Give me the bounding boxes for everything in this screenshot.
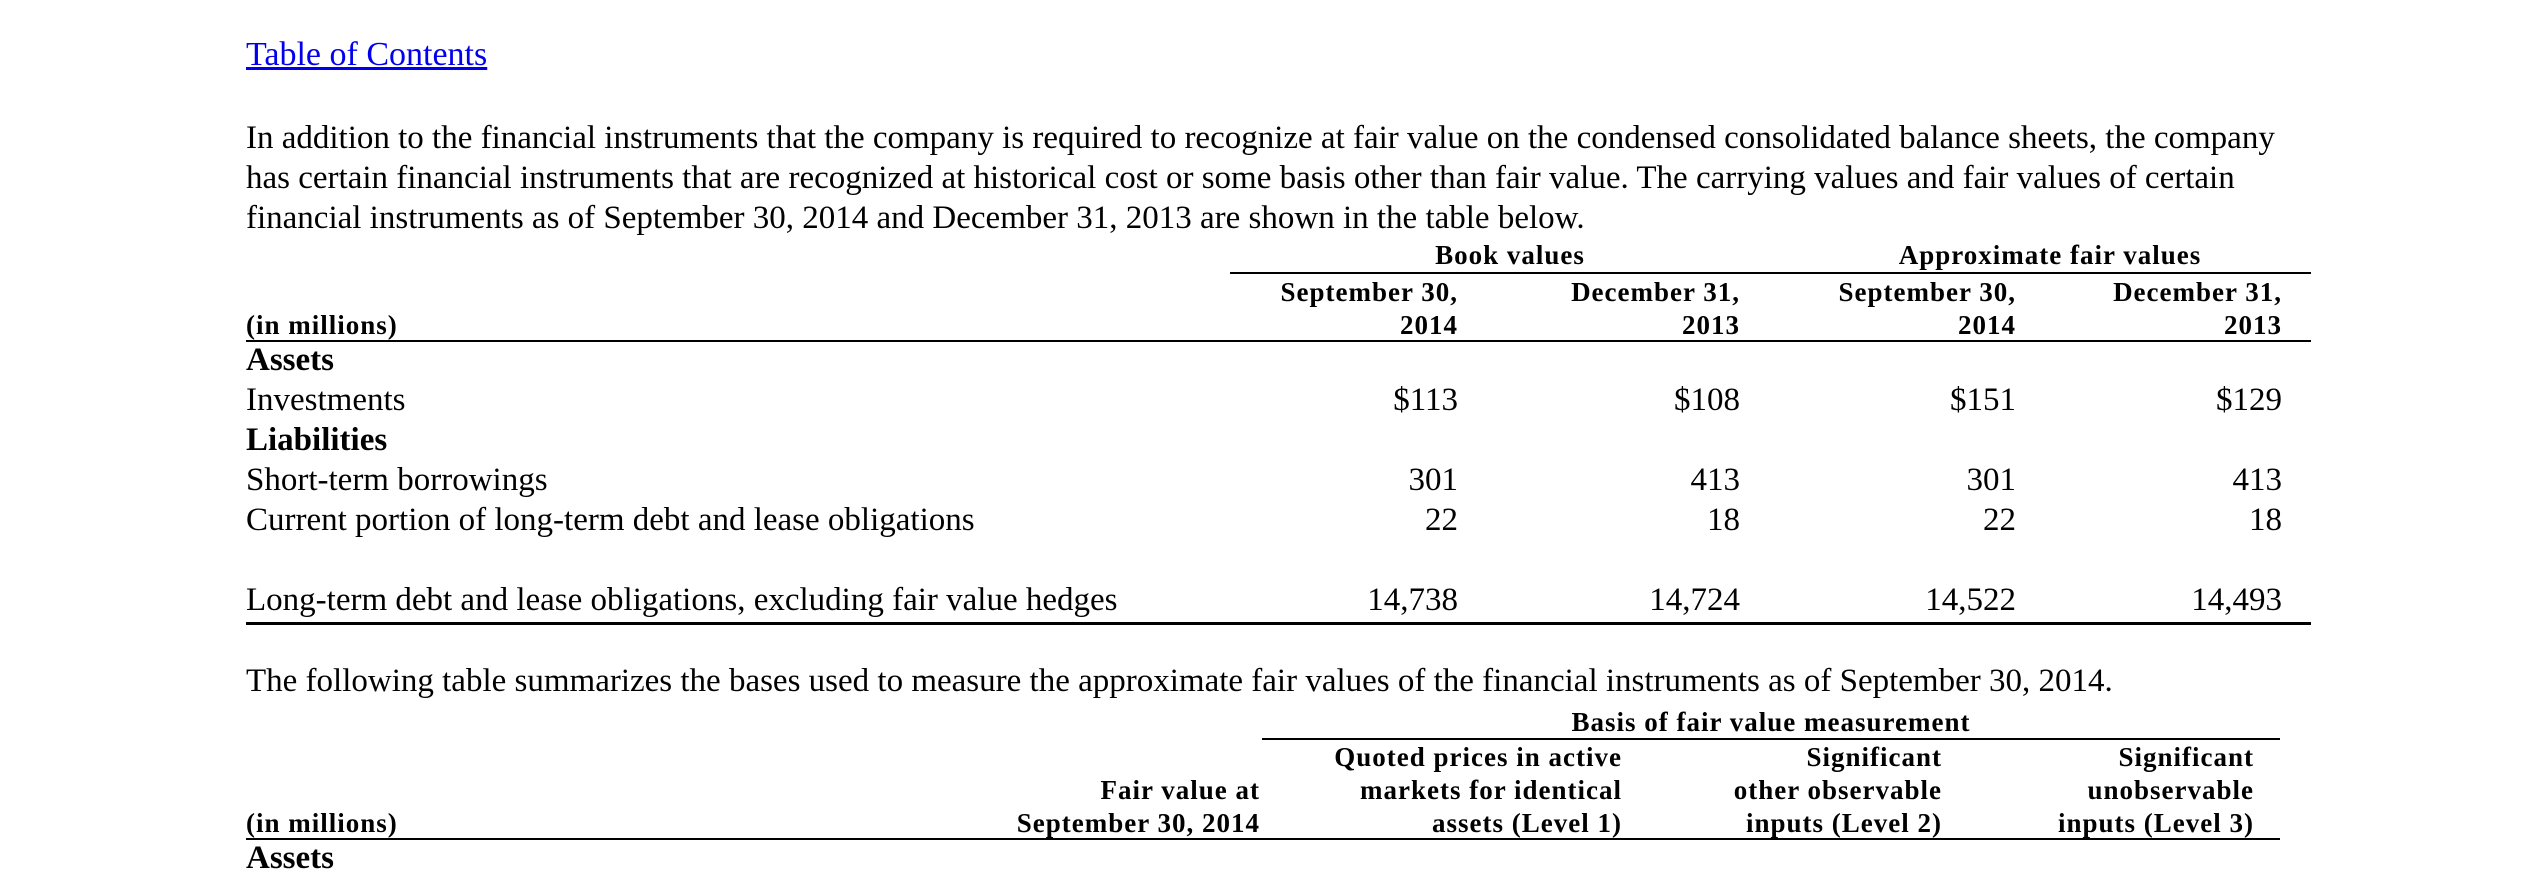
col-header-level-1: Quoted prices in active markets for ident… xyxy=(1334,742,1622,838)
cell-value: 301 xyxy=(1966,462,2017,498)
row-label: Current portion of long-term debt and le… xyxy=(246,502,975,538)
cell-value: 22 xyxy=(1425,502,1458,538)
cell-value: $108 xyxy=(1674,382,1740,418)
cell-value: $129 xyxy=(2216,382,2282,418)
section-label-assets: Assets xyxy=(246,342,334,378)
col-header-fair-value: Fair value at September 30, 2014 xyxy=(1016,775,1260,838)
group-header-fair-values: Approximate fair values xyxy=(1898,240,2202,270)
table-of-contents-link[interactable]: Table of Contents xyxy=(246,36,488,73)
row-label: Long-term debt and lease obligations, ex… xyxy=(246,582,1118,618)
table-bottom-rule xyxy=(246,622,2311,625)
section-label-assets: Assets xyxy=(246,840,334,876)
intro-paragraph: In addition to the financial instruments… xyxy=(246,118,2336,238)
col-header-book-dec-2013: December 31, 2013 xyxy=(1571,277,1740,340)
cell-value: 14,724 xyxy=(1649,582,1740,618)
cell-value: 18 xyxy=(2249,502,2282,538)
cell-value: $113 xyxy=(1393,382,1458,418)
second-paragraph: The following table summarizes the bases… xyxy=(246,663,2113,699)
header-bottom-rule xyxy=(246,838,2280,840)
col-header-fair-sep-2014: September 30, 2014 xyxy=(1838,277,2016,340)
col-header-level-2: Significant other observable inputs (Level… xyxy=(1733,742,1942,838)
cell-value: 301 xyxy=(1408,462,1459,498)
row-label: Short-term borrowings xyxy=(246,462,548,498)
group-header-basis: Basis of fair value measurement xyxy=(1571,707,1971,737)
group-header-rule xyxy=(1262,738,2280,740)
header-bottom-rule xyxy=(246,340,2311,342)
cell-value: 22 xyxy=(1983,502,2016,538)
intro-line-3: financial instruments as of September 30… xyxy=(246,200,1585,236)
cell-value: 14,522 xyxy=(1925,582,2016,618)
row-label: Investments xyxy=(246,382,406,418)
units-label: (in millions) xyxy=(246,310,398,340)
cell-value: 14,493 xyxy=(2191,582,2282,618)
col-header-fair-dec-2013: December 31, 2013 xyxy=(2113,277,2282,340)
col-header-book-sep-2014: September 30, 2014 xyxy=(1280,277,1458,340)
intro-line-1: In addition to the financial instruments… xyxy=(246,120,2275,156)
units-label: (in millions) xyxy=(246,808,398,838)
cell-value: 413 xyxy=(1690,462,1741,498)
cell-value: 14,738 xyxy=(1367,582,1458,618)
section-label-liabilities: Liabilities xyxy=(246,422,388,458)
group-header-rule xyxy=(1230,272,2311,274)
intro-line-2: has certain financial instruments that a… xyxy=(246,160,2235,196)
cell-value: 18 xyxy=(1707,502,1740,538)
cell-value: 413 xyxy=(2232,462,2283,498)
col-header-level-3: Significant unobservable inputs (Level 3) xyxy=(2057,742,2254,838)
group-header-book-values: Book values xyxy=(1435,240,1585,270)
cell-value: $151 xyxy=(1950,382,2016,418)
